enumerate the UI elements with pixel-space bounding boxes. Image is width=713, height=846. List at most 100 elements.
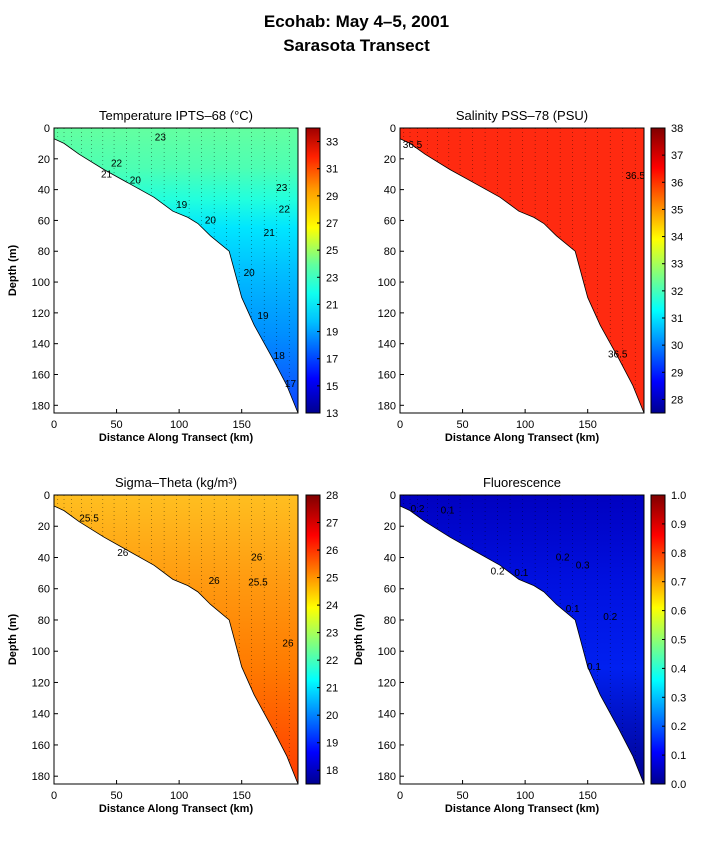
x-tick-label: 0 [51, 419, 57, 431]
contour-label: 0.1 [587, 662, 601, 673]
fluorescence-title: Fluorescence [483, 475, 561, 490]
contour-label: 0.2 [411, 504, 425, 515]
colorbar-tick-label: 38 [671, 123, 683, 135]
colorbar-tick-label: 21 [326, 299, 338, 311]
colorbar-tick-label: 31 [326, 164, 338, 176]
colorbar-tick-label: 25 [326, 245, 338, 257]
colorbar-tick-label: 30 [671, 340, 683, 352]
fluorescence-station-lines [403, 495, 636, 763]
y-tick-label: 60 [384, 584, 396, 596]
colorbar-tick-label: 27 [326, 518, 338, 530]
x-tick-label: 0 [51, 790, 57, 802]
contour-label: 19 [257, 311, 269, 322]
colorbar-tick-label: 26 [326, 545, 338, 557]
salinity-title: Salinity PSS–78 (PSU) [456, 108, 588, 123]
colorbar-tick-label: 28 [326, 490, 338, 502]
contour-label: 26 [209, 576, 221, 587]
colorbar-tick-label: 31 [671, 313, 683, 325]
contour-label: 0.1 [441, 506, 455, 517]
contour-label: 19 [176, 200, 188, 211]
y-tick-label: 40 [384, 552, 396, 564]
x-tick-label: 50 [456, 790, 468, 802]
y-tick-label: 40 [38, 185, 50, 197]
temperature-station-lines [57, 128, 290, 392]
contour-label: 23 [276, 183, 288, 194]
y-tick-label: 160 [378, 740, 396, 752]
y-tick-label: 60 [38, 215, 50, 227]
y-tick-label: 20 [38, 521, 50, 533]
temperature-axes-box [53, 127, 299, 414]
y-tick-label: 180 [378, 771, 396, 783]
y-tick-label: 160 [32, 369, 50, 381]
colorbar-tick-label: 0.3 [671, 692, 686, 704]
panel-fluorescence: 0 50 100 150 0 20 40 60 80 100 120 140 160 180 Fluores… [353, 475, 686, 815]
colorbar-tick-label: 28 [671, 394, 683, 406]
colorbar-tick-label: 0.1 [671, 750, 686, 762]
temperature-title: Temperature IPTS–68 (°C) [99, 108, 253, 123]
sigma_theta-ylabel: Depth (m) [7, 614, 19, 666]
colorbar-tick-label: 17 [326, 354, 338, 366]
y-tick-label: 120 [378, 677, 396, 689]
colorbar-tick-label: 0.6 [671, 606, 686, 618]
contour-label: 25.5 [79, 514, 99, 525]
y-tick-label: 40 [38, 552, 50, 564]
salinity-xlabel: Distance Along Transect (km) [445, 432, 600, 444]
colorbar-tick-label: 0.0 [671, 779, 686, 791]
y-tick-label: 80 [38, 615, 50, 627]
y-tick-label: 140 [32, 339, 50, 351]
x-tick-label: 150 [579, 419, 597, 431]
colorbar-tick-label: 0.5 [671, 635, 686, 647]
contour-label: 0.3 [576, 560, 590, 571]
colorbar-tick-label: 19 [326, 327, 338, 339]
x-tick-label: 100 [170, 419, 188, 431]
x-tick-label: 150 [579, 790, 597, 802]
salinity-station-lines [403, 128, 636, 392]
y-tick-label: 20 [384, 154, 396, 166]
contour-label: 18 [274, 351, 286, 362]
panel-sigma_theta: 0 50 100 150 0 20 40 60 80 100 120 140 160 180 Sigma–T… [7, 475, 338, 815]
y-tick-label: 100 [378, 646, 396, 658]
y-tick-label: 140 [378, 709, 396, 721]
colorbar-tick-label: 34 [671, 232, 683, 244]
colorbar-tick-label: 0.4 [671, 663, 686, 675]
sigma_theta-station-lines [57, 495, 290, 763]
sigma_theta-title: Sigma–Theta (kg/m³) [115, 475, 237, 490]
contour-label: 20 [205, 216, 217, 227]
colorbar-tick-label: 29 [326, 191, 338, 203]
colorbar-tick-label: 23 [326, 628, 338, 640]
x-tick-label: 100 [170, 790, 188, 802]
fluorescence-axes-box [399, 494, 645, 785]
panel-salinity: 0 50 100 150 0 20 40 60 80 100 120 140 160 180 Salinit… [378, 108, 684, 444]
y-tick-label: 20 [384, 521, 396, 533]
fluorescence-ylabel: Depth (m) [353, 614, 365, 666]
y-tick-label: 80 [384, 246, 396, 258]
contour-label: 0.2 [603, 612, 617, 623]
sigma_theta-axes-box [53, 494, 299, 785]
contour-label: 36.5 [626, 171, 646, 182]
y-tick-label: 120 [378, 308, 396, 320]
y-tick-label: 100 [378, 277, 396, 289]
colorbar-tick-label: 22 [326, 655, 338, 667]
colorbar-tick-label: 35 [671, 204, 683, 216]
y-tick-label: 80 [38, 246, 50, 258]
x-tick-label: 50 [456, 419, 468, 431]
contour-label: 21 [101, 169, 113, 180]
y-tick-label: 60 [384, 215, 396, 227]
colorbar-tick-label: 0.2 [671, 721, 686, 733]
y-tick-label: 0 [44, 490, 50, 502]
colorbar-tick-label: 36 [671, 177, 683, 189]
colorbar-tick-label: 21 [326, 683, 338, 695]
y-tick-label: 160 [378, 369, 396, 381]
salinity-axes-box [399, 127, 645, 414]
x-tick-label: 50 [110, 790, 122, 802]
colorbar-tick-label: 25 [326, 573, 338, 585]
x-tick-label: 150 [233, 790, 251, 802]
y-tick-label: 0 [390, 123, 396, 135]
contour-label: 26 [117, 548, 129, 559]
figure-title: Ecohab: May 4–5, 2001 [263, 12, 450, 31]
x-tick-label: 0 [397, 419, 403, 431]
y-tick-label: 180 [378, 400, 396, 412]
colorbar-tick-label: 29 [671, 367, 683, 379]
sigma_theta-xlabel: Distance Along Transect (km) [99, 803, 254, 815]
temperature-colorbar [305, 127, 321, 414]
